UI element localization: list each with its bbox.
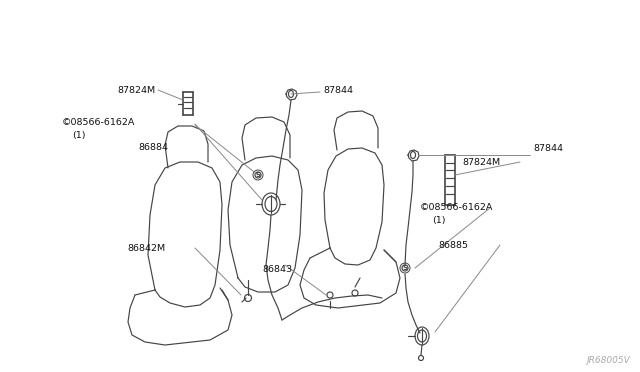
- Text: 87844: 87844: [533, 144, 563, 153]
- Text: 86843: 86843: [262, 266, 292, 275]
- Text: 87844: 87844: [323, 86, 353, 94]
- Text: S: S: [255, 172, 260, 178]
- Text: S: S: [403, 265, 408, 271]
- Text: (1): (1): [432, 215, 445, 224]
- Text: ©08566-6162A: ©08566-6162A: [420, 202, 493, 212]
- Text: 86842M: 86842M: [127, 244, 165, 253]
- Text: 86885: 86885: [438, 241, 468, 250]
- Text: 86884: 86884: [138, 142, 168, 151]
- Text: (1): (1): [72, 131, 86, 140]
- Text: ©08566-6162A: ©08566-6162A: [62, 118, 136, 126]
- Text: JR68005V: JR68005V: [586, 356, 630, 365]
- Text: 87824M: 87824M: [462, 157, 500, 167]
- Text: 87824M: 87824M: [117, 86, 155, 94]
